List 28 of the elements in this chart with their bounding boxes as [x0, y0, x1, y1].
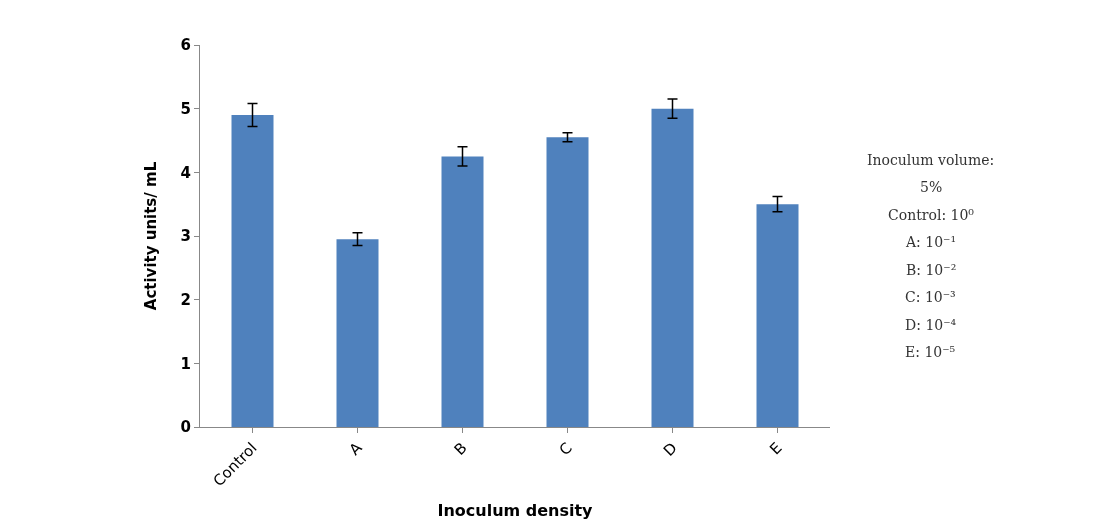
x-tick-label: D: [659, 438, 681, 460]
text: Inoculum volume:: [867, 152, 995, 168]
text: E: 10⁻⁵: [905, 344, 956, 360]
y-axis-title: Activity units/ mL: [141, 161, 160, 311]
text: B: 10⁻²: [906, 262, 957, 278]
x-tick-label: C: [555, 438, 576, 460]
y-tick-label: 0: [180, 418, 191, 437]
y-tick-label: 6: [180, 36, 191, 55]
y-tick-label: 4: [180, 163, 191, 182]
x-tick-label: A: [345, 438, 367, 459]
text: C: 10⁻³: [905, 289, 956, 305]
text: D: 10⁻⁴: [905, 317, 957, 333]
y-tick-label: 1: [180, 354, 191, 373]
bar: [231, 115, 274, 427]
x-tick-label: B: [450, 438, 471, 459]
bar: [546, 137, 589, 427]
bar: [336, 239, 379, 427]
text: 5%: [920, 179, 943, 195]
x-axis-title: Inoculum density: [437, 500, 594, 520]
y-tick-label: 2: [180, 290, 191, 309]
y-tick-label: 3: [180, 227, 191, 246]
text: Control: 10⁰: [888, 207, 975, 223]
bar: [441, 156, 484, 427]
bar: [651, 108, 694, 427]
x-tick-label: E: [766, 438, 786, 459]
text: A: 10⁻¹: [905, 234, 957, 250]
y-tick-label: 5: [180, 99, 191, 118]
bar: [756, 204, 799, 427]
